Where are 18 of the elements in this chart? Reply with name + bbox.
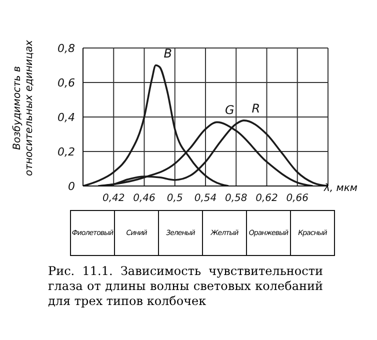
x-tick-label: 0,58 [224,193,248,204]
x-tick-label: 0,42 [102,193,125,204]
x-tick-label: 0,54 [194,193,217,204]
y-axis-title: Возбудимость в относительных единицах [12,39,36,178]
y-tick-label: 0 [68,180,75,193]
x-tick-label: 0,62 [256,193,278,204]
x-axis-title: λ, мкм [324,183,358,194]
x-tick-label: 0,66 [286,193,309,204]
x-tick-label: 0,5 [166,193,183,204]
y-tick-label: 0,8 [58,42,75,55]
x-tick-label: 0,46 [133,193,156,204]
series-label: R [252,101,260,116]
y-tick-label: 0,6 [58,76,75,90]
text: Рис. 11.1. Зависимость чувствительности глаза от длины волны световых колебаний для трех типов колбочек [48,264,323,309]
y-tick-label: 0,2 [58,145,75,158]
series-label: G [224,103,234,118]
y-tick-label: 0,4 [58,110,75,124]
series-label: B [164,46,172,60]
